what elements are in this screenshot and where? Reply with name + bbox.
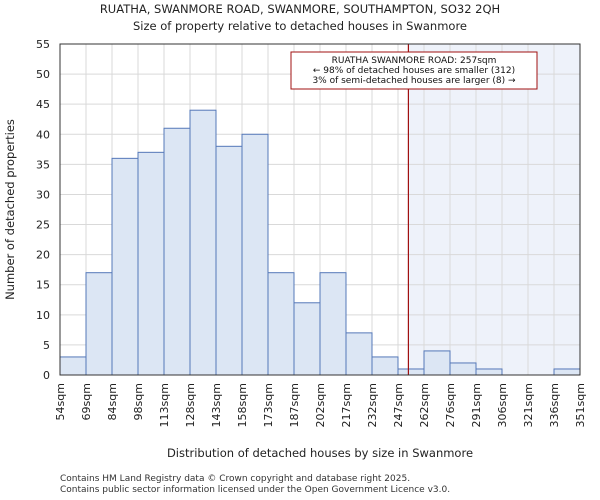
- bar-276sqm: [449, 362, 477, 376]
- footer-licence: Contains public sector information licen…: [60, 485, 451, 495]
- x-tick-label: 202sqm: [314, 383, 327, 427]
- bar-291sqm: [475, 368, 503, 376]
- bar-128sqm: [189, 109, 217, 376]
- x-tick-label: 232sqm: [366, 383, 379, 427]
- x-tick-label: 158sqm: [236, 383, 249, 427]
- bar-336sqm: [553, 368, 581, 376]
- x-axis-label: Distribution of detached houses by size …: [167, 446, 473, 460]
- plot-frame: [59, 43, 581, 376]
- y-tick-label: 40: [36, 128, 50, 141]
- bar-232sqm: [371, 356, 399, 376]
- y-tick-label: 45: [36, 98, 50, 111]
- y-tick-label: 15: [36, 279, 50, 292]
- x-tick-label: 187sqm: [288, 383, 301, 427]
- bar-262sqm: [423, 350, 451, 376]
- x-tick-label: 306sqm: [496, 383, 509, 427]
- x-tick-label: 291sqm: [470, 383, 483, 427]
- annotation-line2: ← 98% of detached houses are smaller (31…: [313, 66, 515, 76]
- bar-143sqm: [215, 145, 243, 376]
- x-tick-label: 276sqm: [444, 383, 457, 427]
- x-tick-label: 84sqm: [106, 383, 119, 420]
- x-tick-label: 336sqm: [548, 383, 561, 427]
- annotation-line3: 3% of semi-detached houses are larger (8…: [312, 76, 516, 86]
- y-tick-label: 35: [36, 158, 50, 171]
- bar-84sqm: [111, 157, 139, 376]
- x-tick-label: 351sqm: [574, 383, 587, 427]
- x-tick-label: 98sqm: [132, 383, 145, 420]
- bar-187sqm: [293, 302, 321, 376]
- footer-copyright: Contains HM Land Registry data © Crown c…: [60, 474, 411, 484]
- annotation-line1: RUATHA SWANMORE ROAD: 257sqm: [332, 56, 497, 66]
- histogram-chart: 0 5 10 15 20 25 30 35 40 45 50 55 54sqm 69sqm 84sqm 98…: [3, 38, 587, 460]
- x-tick-label: 262sqm: [418, 383, 431, 427]
- annotation-box: [290, 51, 538, 90]
- chart-title: Size of property relative to detached ho…: [133, 19, 467, 33]
- x-tick-label: 321sqm: [522, 383, 535, 427]
- y-axis-label: Number of detached properties: [3, 119, 17, 300]
- x-tick-label: 69sqm: [80, 383, 93, 420]
- x-tick-label: 128sqm: [184, 383, 197, 427]
- y-tick-label: 30: [36, 188, 50, 201]
- y-tick-label: 5: [43, 339, 50, 352]
- x-tick-label: 54sqm: [54, 383, 67, 420]
- bar-158sqm: [241, 133, 269, 376]
- bar-98sqm: [137, 151, 165, 376]
- bar-113sqm: [163, 127, 191, 376]
- highlight-region: [408, 44, 580, 375]
- y-tick-label: 50: [36, 68, 50, 81]
- x-tick-label: 113sqm: [158, 383, 171, 427]
- chart-title-address: RUATHA, SWANMORE ROAD, SWANMORE, SOUTHAM…: [99, 2, 501, 16]
- x-tick-label: 173sqm: [262, 383, 275, 427]
- bar-247sqm: [397, 368, 425, 376]
- y-tick-label: 55: [36, 38, 50, 51]
- bar-217sqm: [345, 332, 373, 376]
- x-tick-label: 143sqm: [210, 383, 223, 427]
- x-tick-label: 217sqm: [340, 383, 353, 427]
- bar-54sqm: [59, 356, 87, 376]
- y-tick-label: 0: [43, 369, 50, 382]
- y-tick-label: 10: [36, 309, 50, 322]
- bar-173sqm: [267, 272, 295, 376]
- x-tick-label: 247sqm: [392, 383, 405, 427]
- bar-202sqm: [319, 272, 347, 376]
- y-tick-label: 20: [36, 249, 50, 262]
- bar-69sqm: [85, 272, 113, 376]
- y-tick-label: 25: [36, 219, 50, 232]
